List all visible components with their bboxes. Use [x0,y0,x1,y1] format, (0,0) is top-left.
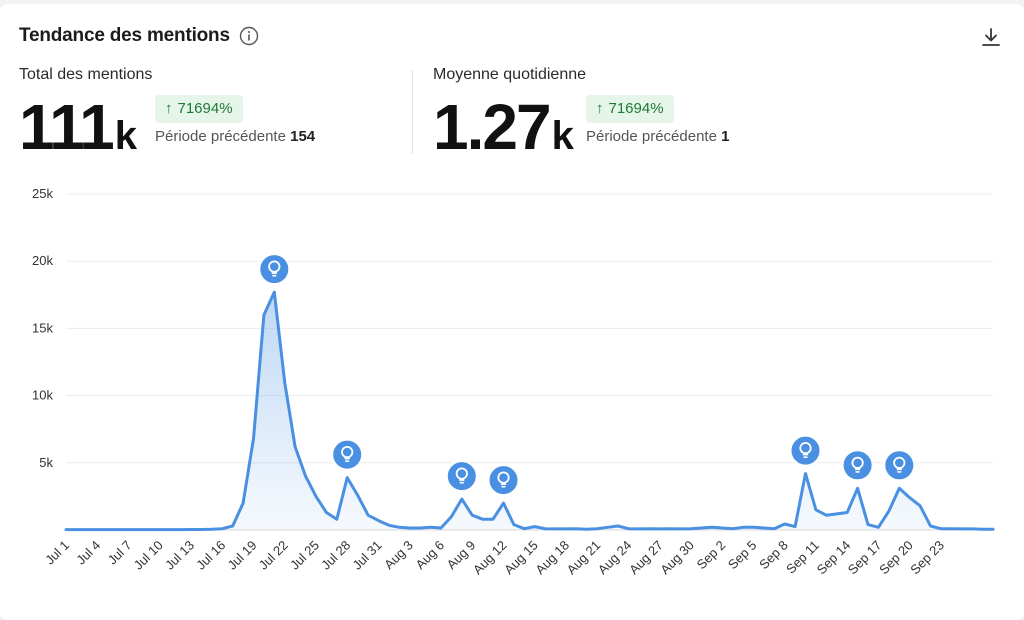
x-tick-label: Jul 31 [349,538,384,573]
arrow-up-icon: ↑ [165,100,173,117]
y-tick-label: 15k [32,320,53,335]
x-tick-label: Jul 16 [193,538,228,573]
change-badge: ↑ 71694% [586,95,674,123]
x-tick-label: Sep 2 [694,538,729,573]
arrow-up-icon: ↑ [596,100,604,117]
y-tick-label: 20k [32,253,53,268]
insight-marker-lightbulb-icon[interactable] [883,449,916,482]
metrics-divider [412,70,413,154]
metric-label: Moyenne quotidienne [433,66,587,83]
change-value: 71694% [177,100,233,117]
metric-total-mentions: Total des mentions 111k ↑ 71694% Période … [19,66,315,163]
insight-marker-lightbulb-icon[interactable] [789,434,822,467]
series-line [64,290,995,532]
x-tick-label: Aug 30 [657,538,697,578]
x-tick-label: Jul 1 [42,538,72,568]
x-tick-label: Aug 12 [470,538,510,578]
x-tick-label: Jul 19 [224,538,259,573]
insight-marker-lightbulb-icon[interactable] [445,460,478,493]
x-tick-label: Jul 4 [73,538,103,568]
metric-unit: k [114,114,137,158]
x-tick-label: Aug 6 [412,538,447,573]
x-tick-label: Sep 11 [783,538,822,577]
card-header: Tendance des mentions [19,25,259,47]
insight-marker-lightbulb-icon[interactable] [258,253,291,286]
change-badge: ↑ 71694% [155,95,243,123]
metric-value: 111k [19,90,137,164]
previous-period: Période précédente 154 [155,128,315,145]
x-tick-label: Jul 7 [105,538,135,568]
previous-period: Période précédente 1 [586,128,729,145]
x-tick-label: Jul 22 [256,538,291,573]
previous-label: Période précédente [586,128,717,145]
x-tick-label: Sep 20 [876,538,916,578]
y-tick-label: 10k [32,388,53,403]
x-tick-label: Aug 15 [501,538,541,578]
x-tick-label: Aug 27 [626,538,666,578]
x-tick-label: Aug 3 [381,538,416,573]
metric-number: 111 [19,91,115,163]
mentions-trend-card: Tendance des mentions Total des mentions… [0,4,1024,620]
x-tick-label: Aug 24 [595,538,635,578]
insight-marker-lightbulb-icon[interactable] [331,438,364,471]
previous-value: 154 [290,128,316,145]
y-tick-label: 5k [39,455,53,470]
metric-value: 1.27k [433,90,574,164]
download-icon[interactable] [980,26,1002,48]
metric-daily-average: Moyenne quotidienne 1.27k ↑ 71694% Périod… [433,66,729,163]
info-icon[interactable] [239,26,259,46]
x-tick-label: Jul 10 [131,538,166,573]
x-tick-label: Jul 13 [162,538,197,573]
metric-label: Total des mentions [19,66,153,83]
change-value: 71694% [608,100,664,117]
metric-number: 1.27 [433,91,552,163]
insight-marker-lightbulb-icon[interactable] [487,464,520,497]
series-area [66,292,993,530]
card-title: Tendance des mentions [19,25,230,46]
previous-label: Période précédente [155,128,286,145]
x-tick-label: Jul 28 [318,538,353,573]
x-tick-label: Sep 5 [725,538,760,573]
x-tick-label: Sep 14 [814,538,854,578]
insight-marker-lightbulb-icon[interactable] [841,449,874,482]
metric-unit: k [551,114,574,158]
y-tick-label: 25k [32,186,53,201]
previous-value: 1 [721,128,730,145]
x-tick-label: Sep 17 [845,538,885,578]
x-tick-label: Jul 25 [287,538,322,573]
x-tick-label: Aug 21 [564,538,604,578]
x-tick-label: Sep 23 [907,538,947,578]
x-tick-label: Aug 18 [532,538,572,578]
